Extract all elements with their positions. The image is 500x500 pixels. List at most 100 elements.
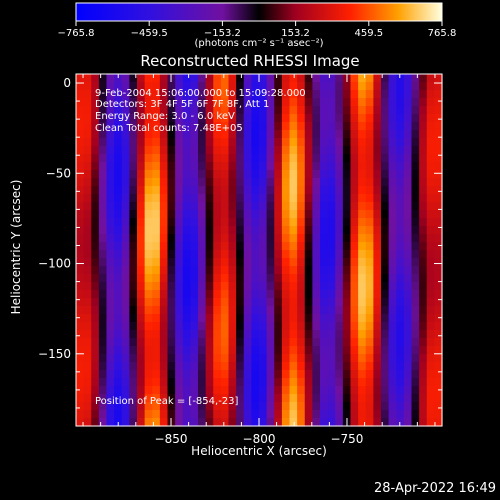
heatmap-cell — [365, 410, 374, 419]
heatmap-cell — [358, 394, 367, 403]
heatmap-cell — [98, 114, 108, 123]
heatmap-cell — [304, 290, 313, 299]
heatmap-cell — [434, 82, 443, 91]
heatmap-cell — [98, 250, 108, 259]
heatmap-cell — [114, 218, 123, 227]
heatmap-cell — [213, 394, 222, 403]
heatmap-cell — [129, 394, 138, 403]
heatmap-cell — [289, 74, 298, 83]
heatmap-cell — [83, 258, 92, 267]
heatmap-cell — [76, 234, 85, 243]
heatmap-cell — [98, 338, 108, 347]
heatmap-cell — [121, 114, 130, 123]
heatmap-cell — [259, 186, 268, 195]
heatmap-cell — [152, 162, 161, 171]
heatmap-cell — [342, 210, 352, 219]
heatmap-cell — [236, 210, 245, 219]
heatmap-cell — [304, 146, 313, 155]
colorbar — [75, 2, 443, 22]
heatmap-cell — [426, 226, 435, 235]
heatmap-cell — [121, 210, 130, 219]
heatmap-cell — [137, 362, 146, 371]
heatmap-cell — [365, 146, 374, 155]
heatmap-cell — [228, 74, 237, 83]
heatmap-cell — [167, 82, 176, 91]
heatmap-cell — [106, 98, 115, 107]
heatmap-cell — [297, 146, 306, 155]
heatmap-cell — [312, 114, 321, 123]
heatmap-cell — [220, 378, 230, 387]
heatmap-cell — [419, 98, 428, 107]
heatmap-cell — [167, 194, 176, 203]
heatmap-cell — [342, 290, 352, 299]
heatmap-cell — [236, 98, 245, 107]
heatmap-cell — [396, 250, 405, 259]
heatmap-cell — [213, 130, 222, 139]
heatmap-cell — [121, 410, 130, 419]
heatmap-cell — [350, 242, 359, 251]
heatmap-cell — [198, 138, 207, 147]
heatmap-cell — [403, 218, 413, 227]
heatmap-cell — [152, 274, 161, 283]
heatmap-cell — [289, 122, 298, 131]
heatmap-cell — [137, 346, 146, 355]
heatmap-cell — [419, 274, 428, 283]
heatmap-cell — [137, 154, 146, 163]
heatmap-cell — [175, 122, 184, 131]
heatmap-cell — [281, 298, 291, 307]
heatmap-cell — [137, 370, 146, 379]
heatmap-cell — [365, 338, 374, 347]
heatmap-cell — [281, 130, 291, 139]
heatmap-cell — [220, 74, 230, 83]
heatmap-cell — [403, 394, 413, 403]
heatmap-cell — [320, 386, 329, 395]
heatmap-cell — [243, 290, 252, 299]
heatmap-cell — [419, 314, 428, 323]
heatmap-cell — [213, 234, 222, 243]
heatmap-cell — [190, 90, 199, 99]
heatmap-cell — [289, 250, 298, 259]
heatmap-cell — [411, 138, 420, 147]
heatmap-cell — [129, 106, 138, 115]
heatmap-cell — [373, 194, 382, 203]
heatmap-cell — [419, 202, 428, 211]
heatmap-cell — [220, 394, 230, 403]
heatmap-cell — [335, 378, 344, 387]
heatmap-cell — [213, 418, 222, 427]
heatmap-cell — [426, 194, 435, 203]
heatmap-cell — [137, 122, 146, 131]
heatmap-cell — [159, 402, 169, 411]
heatmap-cell — [365, 178, 374, 187]
heatmap-cell — [236, 258, 245, 267]
heatmap-cell — [327, 114, 336, 123]
heatmap-cell — [198, 186, 207, 195]
heatmap-cell — [297, 170, 306, 179]
heatmap-cell — [129, 210, 138, 219]
heatmap-cell — [121, 202, 130, 211]
heatmap-cell — [381, 162, 390, 171]
heatmap-cell — [159, 330, 169, 339]
heatmap-cell — [320, 138, 329, 147]
heatmap-cell — [266, 98, 275, 107]
heatmap-cell — [198, 346, 207, 355]
heatmap-cell — [327, 282, 336, 291]
heatmap-cell — [396, 138, 405, 147]
heatmap-cell — [228, 282, 237, 291]
heatmap-cell — [167, 186, 176, 195]
heatmap-cell — [297, 210, 306, 219]
heatmap-cell — [182, 226, 191, 235]
heatmap-cell — [327, 202, 336, 211]
heatmap-cell — [205, 306, 214, 315]
heatmap-cell — [350, 130, 359, 139]
heatmap-cell — [91, 298, 100, 307]
heatmap-cell — [106, 186, 115, 195]
heatmap-cell — [236, 306, 245, 315]
heatmap-cell — [76, 354, 85, 363]
heatmap-cell — [213, 266, 222, 275]
heatmap-cell — [182, 298, 191, 307]
heatmap-cell — [419, 258, 428, 267]
heatmap-cell — [205, 154, 214, 163]
heatmap-cell — [358, 314, 367, 323]
heatmap-cell — [144, 194, 153, 203]
heatmap-cell — [320, 250, 329, 259]
